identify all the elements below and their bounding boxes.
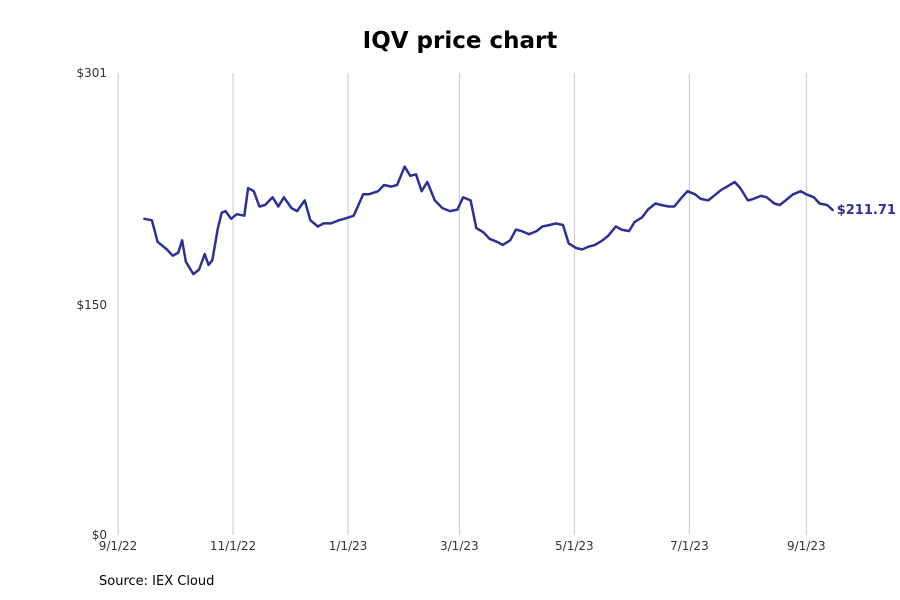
x-tick-label: 11/1/22: [210, 539, 256, 553]
x-tick-label: 9/1/23: [787, 539, 826, 553]
y-tick-label: $301: [76, 66, 107, 80]
x-tick-label: 3/1/23: [440, 539, 479, 553]
chart-title: IQV price chart: [362, 28, 558, 54]
x-tick-label: 5/1/23: [555, 539, 594, 553]
y-tick-label: $0: [92, 528, 107, 542]
last-value-label: $211.71: [837, 203, 896, 218]
series-line: [143, 165, 834, 276]
x-tick-label: 1/1/23: [329, 539, 368, 553]
y-tick-label: $150: [76, 298, 107, 312]
y-axis: $0 $150 $301: [76, 66, 107, 542]
gridlines: [117, 73, 807, 535]
x-tick-label: 9/1/22: [99, 539, 138, 553]
source-note: Source: IEX Cloud: [99, 574, 215, 589]
x-axis: 9/1/22 11/1/22 1/1/23 3/1/23 5/1/23 7/1/23 9/1…: [99, 539, 826, 553]
series-layer: [143, 165, 834, 276]
last-value: $211.71: [837, 203, 896, 218]
x-tick-label: 7/1/23: [670, 539, 709, 553]
